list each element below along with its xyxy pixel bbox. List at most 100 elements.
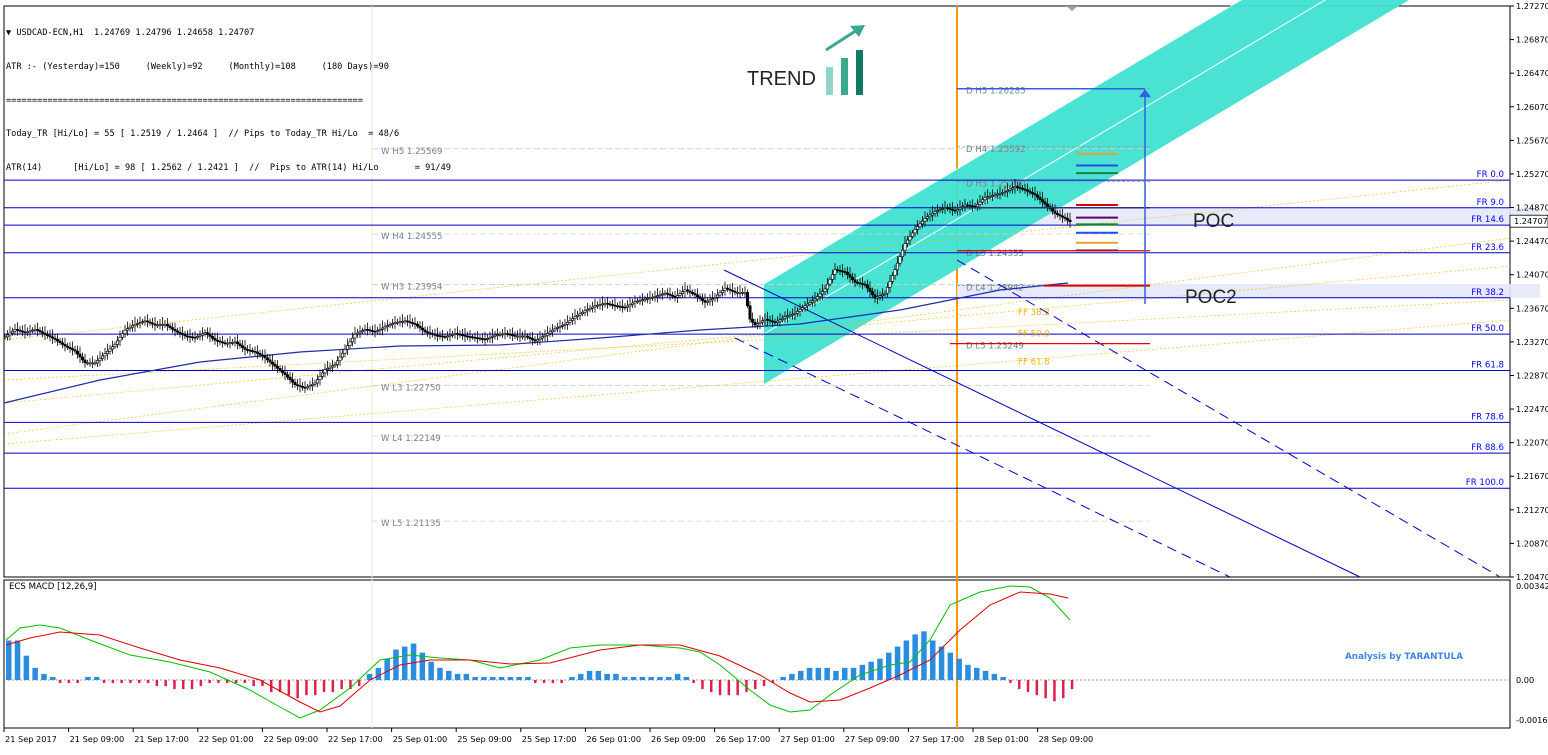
candle-body (413, 323, 417, 325)
candle-body (820, 291, 824, 295)
candle-body (648, 297, 652, 300)
candle-body (328, 366, 332, 369)
candle-body (885, 287, 889, 294)
candle-body (708, 299, 712, 302)
macd-histogram-bar (366, 673, 373, 680)
candle-body (368, 329, 372, 332)
macd-histogram-bar (886, 652, 892, 680)
candle-body (333, 364, 337, 367)
atr-line: ATR :- (Yesterday)=150 (Weekly)=92 (Mont… (6, 62, 389, 72)
macd-histogram-bar (261, 680, 264, 687)
fib-fan-label: FF 38.2 (1018, 308, 1050, 318)
time-axis-label: 21 Sep 2017 (5, 734, 57, 744)
macd-histogram-bar (6, 640, 12, 680)
candle-body (50, 336, 54, 339)
candle-body (1023, 188, 1027, 191)
current-price-label: 1.24707 (1514, 216, 1548, 226)
candle-body (63, 344, 67, 347)
candle-body (738, 292, 742, 294)
candle-body (818, 293, 822, 297)
candle-body (1038, 196, 1042, 200)
candle-body (975, 204, 979, 207)
candle-body (978, 201, 982, 205)
candle-body (305, 386, 309, 389)
macd-histogram-bar (912, 634, 918, 680)
candle-body (106, 351, 110, 354)
candle-body (855, 281, 859, 284)
candle-body (365, 328, 369, 331)
price-axis-label: 1.23670 (1516, 303, 1548, 313)
candle-body (618, 305, 622, 308)
candle-body (83, 359, 87, 364)
candle-body (181, 333, 185, 336)
macd-histogram-bar (789, 673, 795, 680)
candle-body (600, 303, 604, 306)
candle-body (71, 348, 75, 351)
candle-body (68, 347, 72, 349)
candle-body (878, 295, 882, 298)
candle-body (728, 288, 732, 291)
macd-histogram-bar (322, 680, 326, 693)
candle-body (390, 323, 394, 325)
macd-histogram-bar (1070, 680, 1074, 690)
macd-histogram-bar (490, 676, 496, 680)
candle-body (850, 276, 854, 281)
candle-body (585, 309, 589, 312)
candle-body (568, 320, 572, 323)
daily-pivot-label: D L3 1.24355 (966, 249, 1024, 259)
candle-body (6, 334, 10, 338)
candle-body (166, 323, 170, 327)
macd-histogram-bar (622, 676, 628, 680)
trend-icon (825, 25, 865, 95)
candle-body (1068, 219, 1072, 223)
macd-histogram-bar (234, 680, 238, 684)
price-axis-label: 1.26070 (1516, 102, 1548, 112)
candle-body (458, 333, 462, 336)
candle-body (146, 320, 150, 323)
macd-histogram-bar (243, 680, 247, 684)
macd-histogram-bar (182, 680, 185, 690)
macd-histogram-bar (410, 643, 417, 680)
candle-body (473, 336, 477, 339)
candle-body (880, 294, 884, 296)
candle-body (335, 360, 339, 365)
candle-body (890, 275, 894, 282)
candle-body (265, 357, 269, 361)
collapse-arrow-icon[interactable]: ▼ (6, 28, 17, 39)
macd-histogram-bar (991, 673, 998, 680)
candle-body (141, 321, 145, 324)
candle-body (665, 292, 669, 295)
candle-body (528, 336, 532, 339)
macd-histogram-bar (965, 664, 971, 680)
fib-level-label: FR 23.6 (1471, 243, 1504, 253)
candle-body (30, 329, 34, 332)
macd-histogram-bar (314, 680, 317, 696)
candle-body (910, 232, 914, 237)
candle-body (813, 298, 817, 302)
candle-body (11, 330, 15, 334)
candle-body (795, 311, 799, 314)
candle-body (700, 298, 704, 301)
candle-body (478, 337, 482, 340)
candle-body (313, 382, 317, 385)
candle-body (688, 290, 692, 293)
candle-body (78, 353, 82, 358)
fib-level-label: FR 0.0 (1477, 170, 1504, 180)
candle-body (148, 321, 152, 324)
macd-histogram-bar (1053, 680, 1056, 702)
candle-body (693, 293, 697, 296)
candle-body (518, 335, 522, 338)
candle-body (211, 336, 215, 339)
candle-body (116, 340, 120, 345)
candle-body (718, 292, 722, 296)
candle-body (48, 335, 52, 338)
scroll-marker-icon[interactable] (1066, 6, 1078, 11)
candle-body (673, 296, 677, 298)
candle-body (875, 296, 879, 299)
candle-body (570, 318, 574, 321)
candle-body (780, 317, 784, 320)
atr14-line: ATR(14) [Hi/Lo] = 98 [ 1.2562 / 1.2421 ]… (6, 162, 451, 173)
candle-body (171, 327, 175, 330)
candle-body (388, 324, 392, 327)
candle-body (920, 220, 924, 225)
